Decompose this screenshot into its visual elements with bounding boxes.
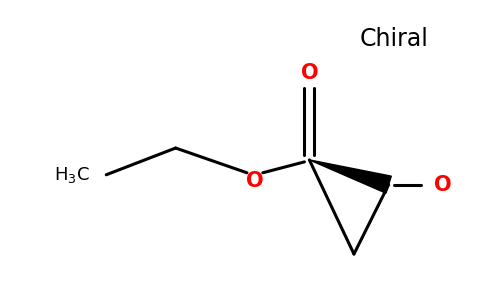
Polygon shape <box>309 160 391 193</box>
Text: H$_3$C: H$_3$C <box>54 165 90 185</box>
Text: O: O <box>301 63 318 83</box>
Text: O: O <box>434 175 452 195</box>
Text: O: O <box>246 171 264 191</box>
Text: Chiral: Chiral <box>359 27 428 51</box>
